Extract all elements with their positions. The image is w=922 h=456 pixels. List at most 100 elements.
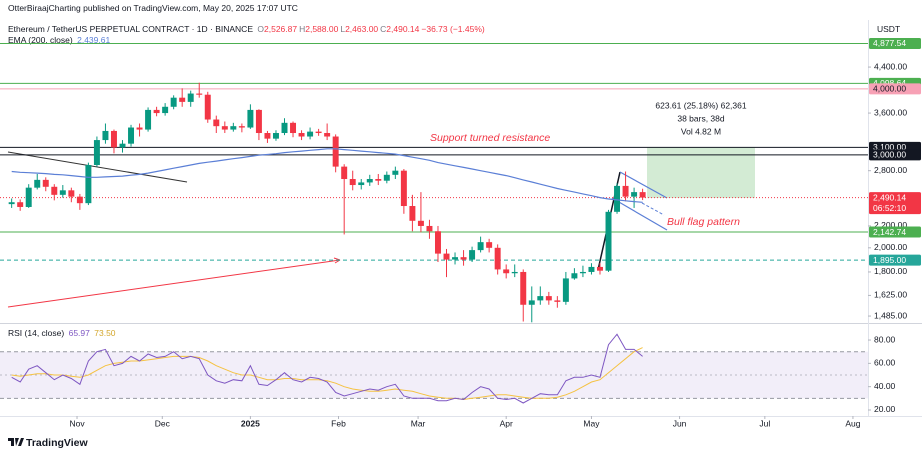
y-tick-label: 3,600.00 xyxy=(874,107,907,117)
rsi-line xyxy=(11,333,643,404)
price-level-label: 2,142.74 xyxy=(873,227,906,237)
y-tick-label: 40.00 xyxy=(874,381,896,391)
price-level-label: 3,000.00 xyxy=(873,150,906,160)
candle-body xyxy=(486,242,493,248)
candle-body xyxy=(528,300,535,305)
candle-body xyxy=(238,126,245,128)
candle-body xyxy=(204,94,211,120)
x-tick-label: Nov xyxy=(69,418,85,428)
candle-body xyxy=(272,133,279,139)
measure-text: Vol 4.82 M xyxy=(681,126,721,136)
annotation: Bull flag pattern xyxy=(667,216,740,228)
y-tick-label: 2,000.00 xyxy=(874,242,907,252)
x-tick-label: Feb xyxy=(331,418,346,428)
ohlc-value: 2,526.87 xyxy=(264,24,298,34)
candle-body xyxy=(434,231,441,254)
candle-body xyxy=(196,93,203,95)
candle-body xyxy=(460,257,467,260)
rsi-legend: RSI (14, close) 65.97 73.50 xyxy=(8,328,118,338)
candle-body xyxy=(59,190,66,195)
candle-body xyxy=(34,179,41,188)
candle-body xyxy=(102,130,109,141)
y-tick-label: 80.00 xyxy=(874,334,896,344)
candle-body xyxy=(68,190,75,197)
currency: USDT xyxy=(877,24,901,34)
ohlc-key: O xyxy=(257,24,264,34)
candle-body xyxy=(324,133,331,137)
candle-body xyxy=(520,271,527,305)
price-level-label: 4,098.64 xyxy=(873,78,906,88)
candle-body xyxy=(170,97,177,107)
y-tick-label: 1,800.00 xyxy=(874,266,907,276)
candle-body xyxy=(443,253,450,260)
countdown: 06:52:10 xyxy=(873,203,906,213)
candle-body xyxy=(8,202,15,205)
flag-projection xyxy=(641,202,665,216)
candle-body xyxy=(366,179,373,183)
candle-body xyxy=(417,220,424,226)
candle-body xyxy=(110,130,117,148)
candle-body xyxy=(281,122,288,134)
candle-body xyxy=(469,250,476,260)
ema-value: 2,439.61 xyxy=(77,35,111,45)
candle-body xyxy=(571,273,578,279)
x-tick-label: May xyxy=(583,418,600,428)
candle-body xyxy=(537,296,544,301)
price-level-label: 4,000.00 xyxy=(873,84,906,94)
rsi-value: 65.97 xyxy=(68,328,90,338)
candle-body xyxy=(596,266,603,271)
arrow-line xyxy=(7,259,341,308)
price-level-box xyxy=(869,37,921,49)
x-tick-label: Mar xyxy=(411,418,426,428)
ohlc-value: 2,490.14 xyxy=(386,24,420,34)
measure-text: 623.61 (25.18%) 62,361 xyxy=(655,100,746,110)
candle-body xyxy=(42,179,49,187)
candle-body xyxy=(562,278,569,302)
measure-box xyxy=(647,147,755,198)
price-level-label: 1,895.00 xyxy=(873,255,906,265)
x-tick-label: Aug xyxy=(845,418,860,428)
candles xyxy=(8,82,646,323)
candle-body xyxy=(76,196,83,204)
price-level-box xyxy=(869,226,921,238)
candle-body xyxy=(136,127,143,130)
rsi-line xyxy=(11,347,643,401)
ohlc-key: H xyxy=(299,24,306,34)
candle-body xyxy=(298,133,305,137)
x-tick-label: Jun xyxy=(673,418,687,428)
y-tick-label: 2,200.00 xyxy=(874,220,907,230)
price-level-box xyxy=(869,83,921,95)
symbol-title: Ethereum / TetherUS PERPETUAL CONTRACT ·… xyxy=(8,24,253,34)
drawings xyxy=(7,147,755,308)
candle-body xyxy=(162,106,169,114)
candle-body xyxy=(145,109,152,130)
symbol-legend: Ethereum / TetherUS PERPETUAL CONTRACT ·… xyxy=(8,24,487,34)
candle-body xyxy=(358,182,365,186)
price-level-label: 4,877.54 xyxy=(873,38,906,48)
candle-body xyxy=(426,225,433,232)
candle-body xyxy=(153,109,160,114)
price-level-label: 2,490.14 xyxy=(873,192,906,202)
y-tick-label: 4,400.00 xyxy=(874,61,907,71)
candle-body xyxy=(264,133,271,139)
candle-body xyxy=(622,185,629,197)
measure-text: 38 bars, 38d xyxy=(677,113,725,123)
candle-body xyxy=(452,257,459,260)
candle-body xyxy=(383,174,390,181)
candle-body xyxy=(247,109,254,128)
rsi-band xyxy=(0,351,868,399)
x-tick-label: Jul xyxy=(759,418,770,428)
candle-body xyxy=(93,140,100,166)
y-tick-label: 20.00 xyxy=(874,404,896,414)
x-tick-label: 2025 xyxy=(241,418,260,428)
candle-body xyxy=(631,192,638,197)
trend-line xyxy=(7,151,188,183)
candle-body xyxy=(307,131,314,137)
ema-legend: EMA (200, close) 2,439.61 xyxy=(8,35,112,45)
candle-body xyxy=(187,93,194,102)
candle-body xyxy=(511,271,518,274)
candle-body xyxy=(545,296,552,301)
price-level-label: 3,100.00 xyxy=(873,142,906,152)
candle-body xyxy=(588,266,595,272)
